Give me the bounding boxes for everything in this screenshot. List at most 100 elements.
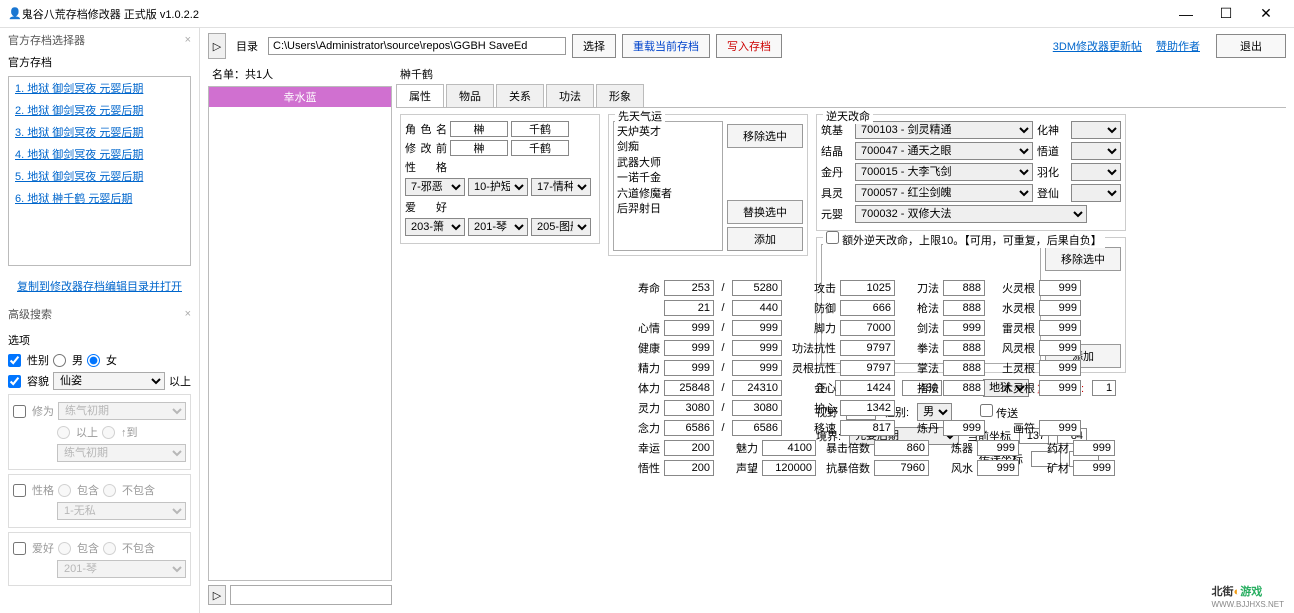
earth-input[interactable] xyxy=(1039,360,1081,376)
cultivation-select[interactable]: 练气初期 xyxy=(58,402,186,420)
atk-input[interactable] xyxy=(840,280,895,296)
tab-appearance[interactable]: 形象 xyxy=(596,84,644,107)
luck-list[interactable]: 天炉英才 剑痴 武器大师 一诺千金 六道修魔者 后羿射日 xyxy=(613,121,723,251)
close-button[interactable]: ✕ xyxy=(1246,0,1286,28)
extra-remove-button[interactable]: 移除选中 xyxy=(1045,247,1121,271)
mood-max[interactable] xyxy=(732,320,782,336)
trait1-select[interactable]: 7-邪恶 xyxy=(405,178,465,196)
fame-input[interactable] xyxy=(762,460,816,476)
wind-input[interactable] xyxy=(1039,340,1081,356)
hobby-checkbox[interactable] xyxy=(13,542,26,555)
name-item[interactable]: 幸水蓝 xyxy=(209,87,391,107)
critdmg-input[interactable] xyxy=(874,440,929,456)
appearance-select[interactable]: 仙姿 xyxy=(53,372,165,390)
luck-remove-button[interactable]: 移除选中 xyxy=(727,124,803,148)
luck-input[interactable] xyxy=(664,440,714,456)
tab-attributes[interactable]: 属性 xyxy=(396,84,444,107)
name-search-input[interactable] xyxy=(230,585,392,605)
destiny-lvl-select[interactable] xyxy=(1071,163,1121,181)
sponsor-link[interactable]: 赞助作者 xyxy=(1156,38,1200,54)
leg-input[interactable] xyxy=(840,320,895,336)
destiny-select[interactable]: 700047 - 通天之眼 xyxy=(855,142,1033,160)
choose-dir-button[interactable]: 选择 xyxy=(572,34,616,58)
herb-input[interactable] xyxy=(1073,440,1115,456)
save-item[interactable]: 2. 地狱 御剑冥夜 元婴后期 xyxy=(9,99,190,121)
res-input[interactable] xyxy=(840,340,895,356)
male-radio[interactable] xyxy=(53,354,66,367)
destiny-select[interactable]: 700103 - 剑灵精通 xyxy=(855,121,1033,139)
destiny-select[interactable]: 700057 - 红尘剑魄 xyxy=(855,184,1033,202)
destiny-select[interactable]: 700032 - 双修大法 xyxy=(855,205,1087,223)
palm-input[interactable] xyxy=(943,360,985,376)
health-max[interactable] xyxy=(732,340,782,356)
mana-max[interactable] xyxy=(732,400,782,416)
sres-input[interactable] xyxy=(840,360,895,376)
givenname-input[interactable] xyxy=(511,121,569,137)
cultivation-checkbox[interactable] xyxy=(13,405,26,418)
health-cur[interactable] xyxy=(664,340,714,356)
maximize-button[interactable]: ☐ xyxy=(1206,0,1246,28)
save-item[interactable]: 3. 地狱 御剑冥夜 元婴后期 xyxy=(9,121,190,143)
blade-input[interactable] xyxy=(943,280,985,296)
reload-save-button[interactable]: 重载当前存档 xyxy=(622,34,710,58)
trait3-select[interactable]: 17-情种 xyxy=(531,178,591,196)
personality-checkbox[interactable] xyxy=(13,484,26,497)
female-radio[interactable] xyxy=(87,354,100,367)
destiny-lvl-select[interactable] xyxy=(1071,142,1121,160)
energy-max[interactable] xyxy=(732,360,782,376)
fist-input[interactable] xyxy=(943,340,985,356)
sword-input[interactable] xyxy=(943,320,985,336)
save-item[interactable]: 4. 地狱 御剑冥夜 元婴后期 xyxy=(9,143,190,165)
thunder-input[interactable] xyxy=(1039,320,1081,336)
collapse-search-button[interactable]: ▷ xyxy=(208,585,226,605)
minimize-button[interactable]: — xyxy=(1166,0,1206,28)
life-max[interactable] xyxy=(732,280,782,296)
spear-input[interactable] xyxy=(943,300,985,316)
save-item[interactable]: 5. 地狱 御剑冥夜 元婴后期 xyxy=(9,165,190,187)
panel-close-icon[interactable]: × xyxy=(185,308,191,320)
will-max[interactable] xyxy=(732,420,782,436)
save-item[interactable]: 1. 地狱 御剑冥夜 元婴后期 xyxy=(9,77,190,99)
unk-max[interactable] xyxy=(732,300,782,316)
will-cur[interactable] xyxy=(664,420,714,436)
collapse-left-button[interactable]: ▷ xyxy=(208,33,226,59)
hobby2-select[interactable]: 201-琴 xyxy=(468,218,528,236)
panel-close-icon[interactable]: × xyxy=(185,34,191,46)
exit-button[interactable]: 退出 xyxy=(1216,34,1286,58)
crit-input[interactable] xyxy=(840,380,895,396)
charm-input[interactable] xyxy=(762,440,816,456)
hobby3-select[interactable]: 205-图册 xyxy=(531,218,591,236)
forge-input[interactable] xyxy=(977,440,1019,456)
write-save-button[interactable]: 写入存档 xyxy=(716,34,782,58)
life-cur[interactable] xyxy=(664,280,714,296)
tab-skills[interactable]: 功法 xyxy=(546,84,594,107)
destiny-lvl-select[interactable] xyxy=(1071,121,1121,139)
tab-items[interactable]: 物品 xyxy=(446,84,494,107)
tab-relations[interactable]: 关系 xyxy=(496,84,544,107)
luck-replace-button[interactable]: 替换选中 xyxy=(727,200,803,224)
alchemy-input[interactable] xyxy=(943,420,985,436)
save-item[interactable]: 6. 地狱 榊千鹤 元婴后期 xyxy=(9,187,190,209)
water-input[interactable] xyxy=(1039,300,1081,316)
energy-cur[interactable] xyxy=(664,360,714,376)
extra-destiny-checkbox[interactable] xyxy=(826,231,839,244)
fengshui-input[interactable] xyxy=(977,460,1019,476)
hobby1-select[interactable]: 203-箫 xyxy=(405,218,465,236)
speed-input[interactable] xyxy=(840,420,895,436)
wis-input[interactable] xyxy=(664,460,714,476)
mana-cur[interactable] xyxy=(664,400,714,416)
unk-cur[interactable] xyxy=(664,300,714,316)
wood-input[interactable] xyxy=(1039,380,1081,396)
mineral-input[interactable] xyxy=(1073,460,1115,476)
update-link[interactable]: 3DM修改器更新帖 xyxy=(1053,38,1142,54)
luck-add-button[interactable]: 添加 xyxy=(727,227,803,251)
appearance-checkbox[interactable] xyxy=(8,375,21,388)
guard-input[interactable] xyxy=(840,400,895,416)
talisman-input[interactable] xyxy=(1039,420,1081,436)
fire-input[interactable] xyxy=(1039,280,1081,296)
def-input[interactable] xyxy=(840,300,895,316)
trait2-select[interactable]: 10-护短 xyxy=(468,178,528,196)
rescrit-input[interactable] xyxy=(874,460,929,476)
stamina-cur[interactable] xyxy=(664,380,714,396)
finger-input[interactable] xyxy=(943,380,985,396)
